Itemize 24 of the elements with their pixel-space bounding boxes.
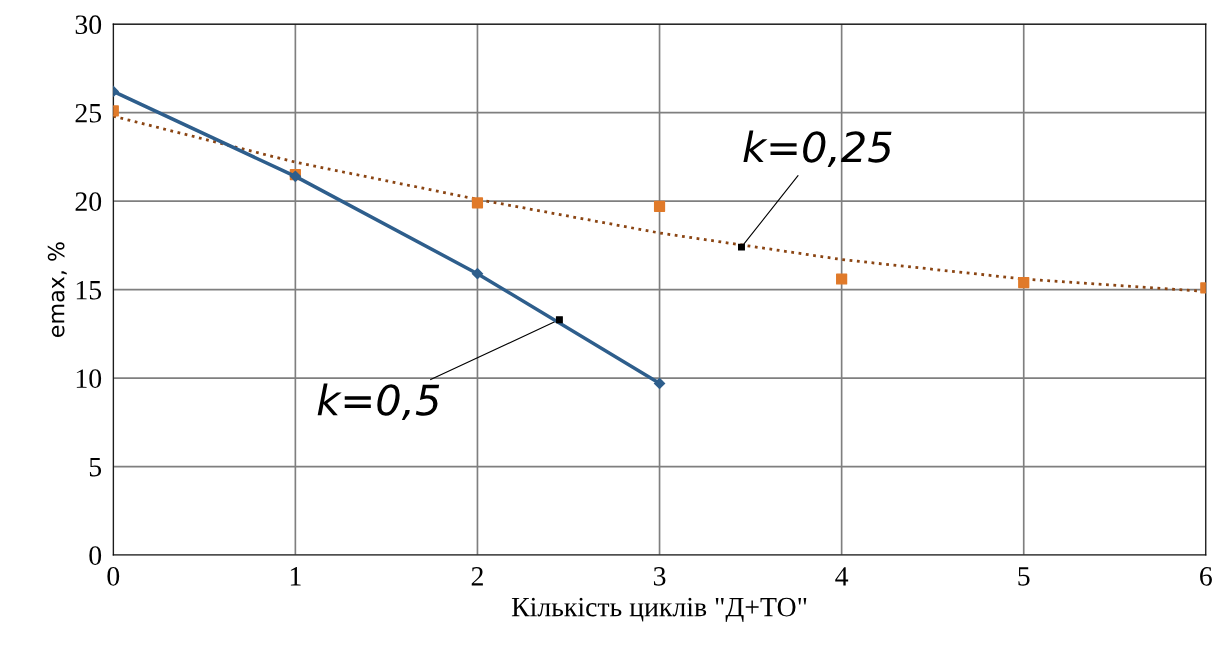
x-tick-label: 2 xyxy=(471,567,483,586)
annotation: k=0,5 xyxy=(317,383,440,421)
y-tick-label: 5 xyxy=(89,458,102,477)
point xyxy=(836,273,848,285)
x-axis-title: Кількість циклів "Д+ТО" xyxy=(511,597,807,623)
y-axis-title: emax, % xyxy=(47,242,67,338)
annotation: k=0,25 xyxy=(743,130,892,167)
y-tick-label: 0 xyxy=(89,546,102,565)
x-tick-label: 4 xyxy=(835,567,849,586)
x-tick-label: 6 xyxy=(1200,567,1212,586)
point xyxy=(471,197,484,209)
y-tick-label: 25 xyxy=(75,103,102,123)
y-tick-label: 30 xyxy=(75,15,102,35)
x-tick-label: 1 xyxy=(290,567,301,586)
y-tick-label: 15 xyxy=(76,280,102,300)
y-tick-label: 10 xyxy=(76,369,102,388)
point xyxy=(471,268,484,280)
x-tick-label: 0 xyxy=(107,566,120,586)
point xyxy=(1018,276,1030,289)
x-tick-label: 3 xyxy=(653,567,666,586)
point xyxy=(653,200,666,213)
y-tick-label: 20 xyxy=(75,192,102,212)
point xyxy=(653,377,666,390)
x-tick-label: 5 xyxy=(1018,567,1030,586)
